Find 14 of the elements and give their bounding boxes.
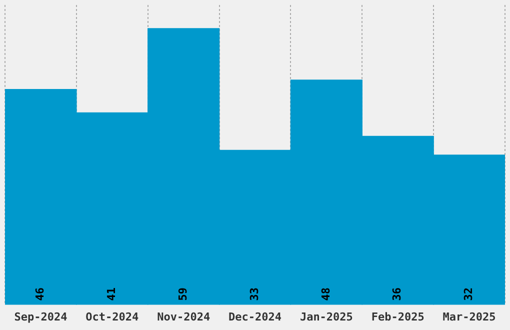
x-tick-label: Mar-2025 — [442, 310, 496, 324]
x-tick-label: Feb-2025 — [371, 310, 424, 324]
x-tick-label: Jan-2025 — [300, 310, 353, 324]
x-tick-label: Nov-2024 — [157, 310, 210, 324]
x-tick-label: Sep-2024 — [14, 310, 68, 324]
data-label: 33 — [248, 288, 261, 301]
x-tick-label: Oct-2024 — [86, 310, 140, 324]
data-label: 32 — [462, 288, 476, 301]
data-label: 36 — [390, 287, 404, 301]
data-label: 46 — [34, 287, 47, 301]
data-label: 59 — [176, 288, 190, 301]
x-tick-label: Dec-2024 — [228, 310, 282, 324]
data-label: 41 — [105, 287, 118, 301]
data-label: 48 — [319, 288, 332, 301]
